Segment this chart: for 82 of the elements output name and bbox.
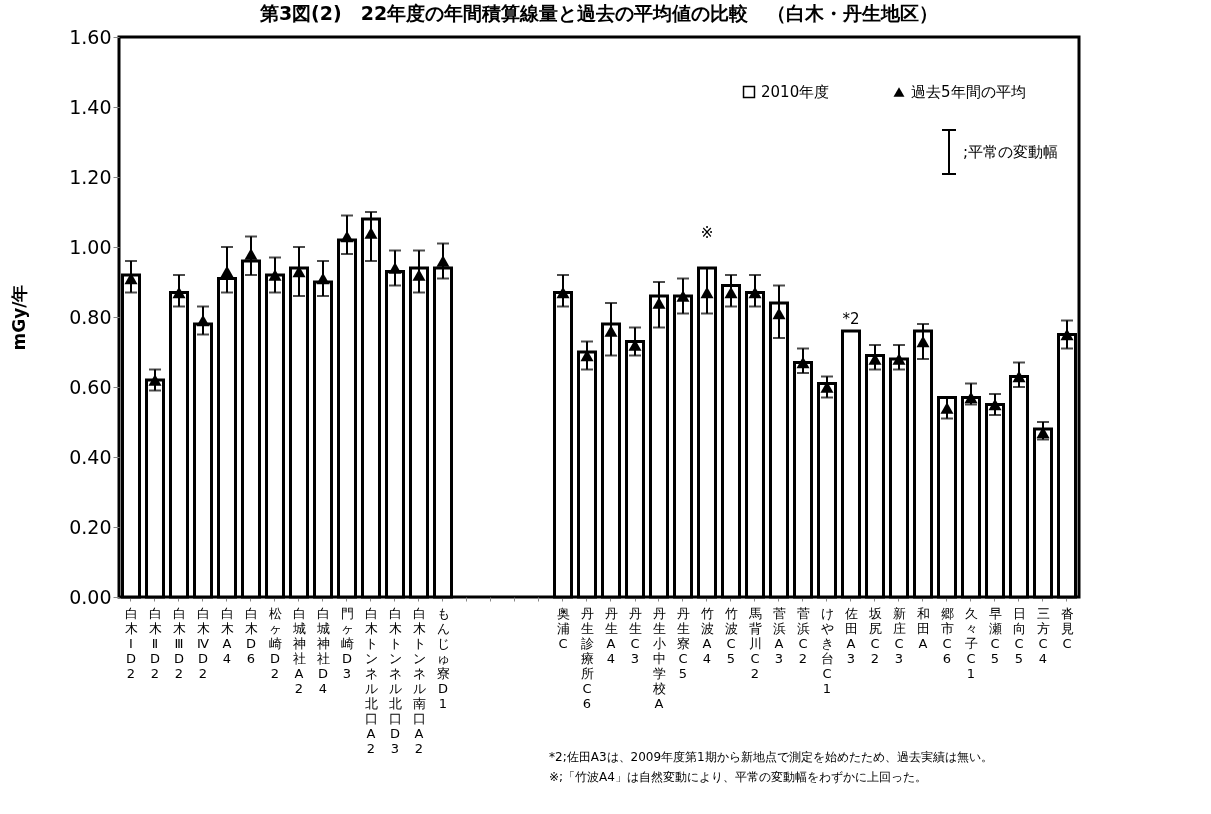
point (1060, 328, 1074, 341)
x-tick-label: 白木ⅡD2 (148, 605, 162, 681)
point (796, 356, 810, 369)
x-tick-label: 白木D6 (244, 605, 258, 666)
y-tick-label: 1.60 (69, 25, 112, 48)
category-label: 白木トンネル南口A2 (412, 605, 426, 756)
point (604, 325, 618, 337)
x-tick-label: 三方C4 (1036, 605, 1050, 666)
x-tick-label: 佐田A3 (844, 605, 858, 666)
annotation: ※ (700, 224, 714, 242)
point (916, 335, 930, 348)
x-tick-label: 菅浜A3 (772, 605, 786, 666)
y-tick-label: 0.40 (69, 445, 112, 468)
annotation: *2 (842, 310, 860, 328)
point (316, 272, 330, 285)
x-tick-label: 白木ⅣD2 (196, 605, 210, 681)
x-tick-label: 菅浜C2 (796, 605, 810, 666)
x-tick-label: 松ヶ崎D2 (268, 605, 282, 681)
category-label: 白木トンネル北口D3 (388, 605, 402, 756)
x-tick-label: 白城神社D4 (315, 605, 330, 696)
point (196, 314, 210, 327)
point (340, 230, 354, 243)
x-tick-label: けやき台C1 (820, 605, 834, 696)
x-tick-label: 竹波A4 (700, 605, 714, 666)
x-tick-label: 新庄C3 (892, 605, 906, 666)
x-tick-label: 和田A (916, 605, 930, 651)
point (220, 265, 234, 278)
point (964, 391, 978, 404)
point (436, 255, 450, 267)
point (676, 290, 690, 302)
y-axis-title: mGy/年 (9, 284, 30, 351)
y-tick-label: 0.00 (69, 585, 112, 608)
category-label: 白木トンネル北口A2 (364, 605, 378, 756)
point (412, 269, 426, 281)
point (940, 402, 954, 414)
point (148, 374, 162, 386)
x-tick-label: 丹生A4 (604, 605, 618, 666)
point (988, 398, 1002, 411)
point (364, 227, 378, 239)
point (172, 286, 186, 299)
chart-title: 第3図(2) 22年度の年間積算線量と過去の平均値の比較 （白木・丹生地区） (258, 2, 939, 24)
point (748, 286, 762, 299)
text: *2;佐田A3は、2009年度第1期から新地点で測定を始めたため、過去実績は無い。 (549, 750, 993, 764)
point (268, 269, 282, 281)
legend-label: 2010年度 (761, 83, 830, 101)
point (892, 353, 906, 365)
y-tick-label: 1.40 (69, 95, 112, 118)
y-tick-label: 0.20 (69, 515, 112, 538)
x-tick-label: 奥浦C (556, 605, 570, 651)
y-tick-label: 1.00 (69, 235, 112, 258)
legend-label: 過去5年間の平均 (911, 83, 1026, 101)
x-tick-label: 白木A4 (220, 605, 234, 666)
x-tick-label: 早瀬C5 (988, 605, 1002, 666)
x-tick-label: 丹生寮C5 (676, 605, 690, 681)
x-tick-label: 丹生C3 (628, 605, 642, 666)
point (556, 286, 570, 299)
point (724, 286, 738, 299)
y-tick-label: 1.20 (69, 165, 112, 188)
point (772, 307, 786, 320)
x-tick-label: 丹生診療所C6 (580, 605, 594, 711)
point (652, 297, 666, 309)
x-tick-label: 郷市C6 (940, 605, 954, 666)
point (1012, 370, 1026, 383)
point (244, 248, 258, 260)
x-tick-label: もんじゅ寮D1 (436, 605, 450, 711)
x-tick-label: 門ヶ崎D3 (340, 605, 354, 681)
text: ※;「竹波A4」は自然変動により、平常の変動幅をわずかに上回った。 (549, 770, 927, 784)
point (388, 262, 402, 274)
x-tick-label: 竹波C5 (724, 605, 738, 666)
point (700, 286, 714, 299)
x-tick-label: 白木ⅢD2 (172, 605, 186, 681)
x-tick-label: 日向C5 (1012, 605, 1026, 666)
x-tick-label: 沓見C (1060, 605, 1074, 651)
x-tick-label: 丹生小中学校A (651, 605, 666, 711)
x-tick-label: 久々子C1 (964, 605, 978, 681)
x-tick-label: 白木ⅠD2 (124, 605, 138, 681)
annotation: ;平常の変動幅 (963, 143, 1059, 161)
x-tick-label: 白城神社A2 (291, 605, 306, 696)
y-tick-label: 0.60 (69, 375, 112, 398)
x-tick-label: 馬背川C2 (747, 605, 762, 681)
x-tick-label: 坂尻C2 (867, 605, 882, 666)
y-tick-label: 0.80 (69, 305, 112, 328)
